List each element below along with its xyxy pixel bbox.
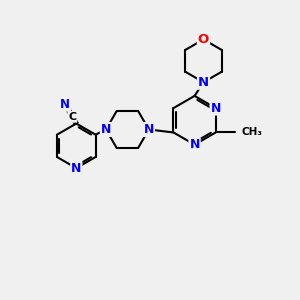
Text: N: N — [144, 123, 154, 136]
Text: N: N — [189, 138, 200, 151]
Text: N: N — [211, 102, 221, 115]
Text: N: N — [198, 76, 209, 89]
Text: CH₃: CH₃ — [242, 128, 262, 137]
Text: N: N — [60, 98, 70, 111]
Text: C: C — [68, 112, 76, 122]
Text: N: N — [71, 162, 82, 175]
Text: N: N — [101, 123, 111, 136]
Text: O: O — [198, 33, 209, 46]
